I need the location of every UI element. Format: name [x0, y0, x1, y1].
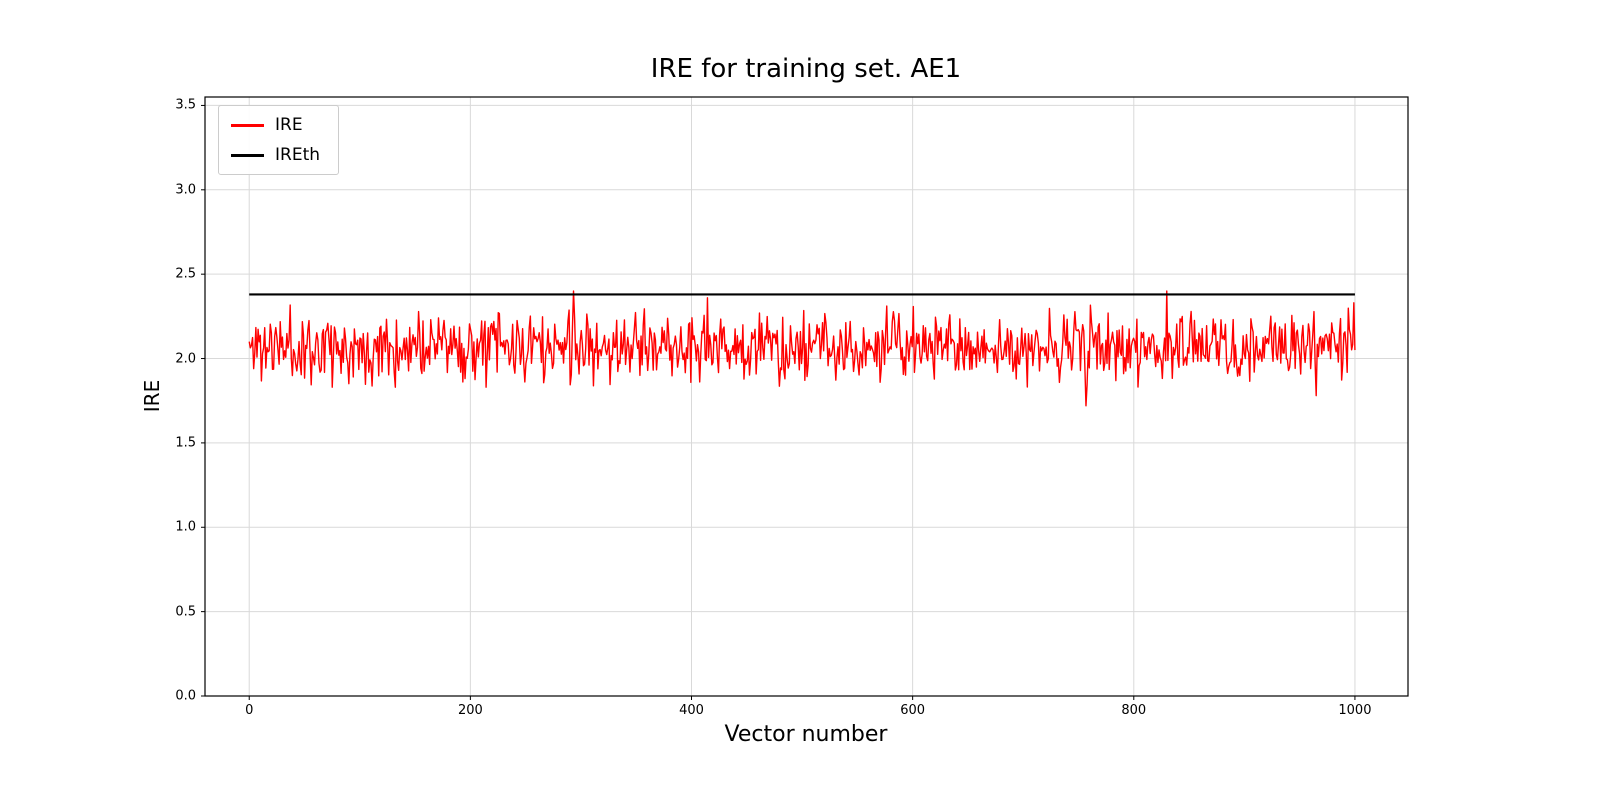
y-tick-label: 1.0	[175, 519, 196, 535]
y-tick-label: 0.5	[175, 604, 196, 620]
ire-series-line	[248, 290, 1356, 407]
legend-label-ire: IRE	[275, 115, 303, 135]
legend: IRE IREth	[218, 105, 340, 176]
legend-entry-ireth: IREth	[231, 144, 321, 165]
plot-svg	[201, 96, 1409, 700]
y-tick-label: 3.5	[175, 97, 196, 113]
x-tick-label: 1000	[1338, 703, 1372, 718]
legend-label-ireth: IREth	[275, 144, 321, 165]
x-tick-label: 400	[679, 703, 704, 718]
x-axis-label: Vector number	[724, 722, 888, 747]
x-tick-label: 600	[900, 703, 926, 718]
y-tick-label: 2.5	[175, 266, 196, 282]
x-tick-label: 200	[457, 703, 483, 718]
y-tick-label: 0.0	[175, 688, 196, 704]
ireth-line-sample-icon	[231, 153, 264, 157]
y-axis-label: IRE	[140, 379, 164, 413]
ire-line-sample-icon	[231, 123, 264, 127]
plot-area: IRE IREth 0 200 400 600 800 1000 0.0 0.5 1.0 1.5 2…	[175, 96, 1409, 717]
x-tick-label: 800	[1121, 703, 1147, 718]
chart-title: IRE for training set. AE1	[650, 54, 962, 84]
y-tick-label: 2.0	[175, 351, 196, 367]
plot-border	[204, 96, 1409, 697]
x-tick-label: 0	[245, 703, 254, 718]
legend-entry-ire: IRE	[231, 116, 320, 135]
y-tick-label: 1.5	[175, 435, 196, 451]
y-tick-label: 3.0	[175, 182, 196, 198]
